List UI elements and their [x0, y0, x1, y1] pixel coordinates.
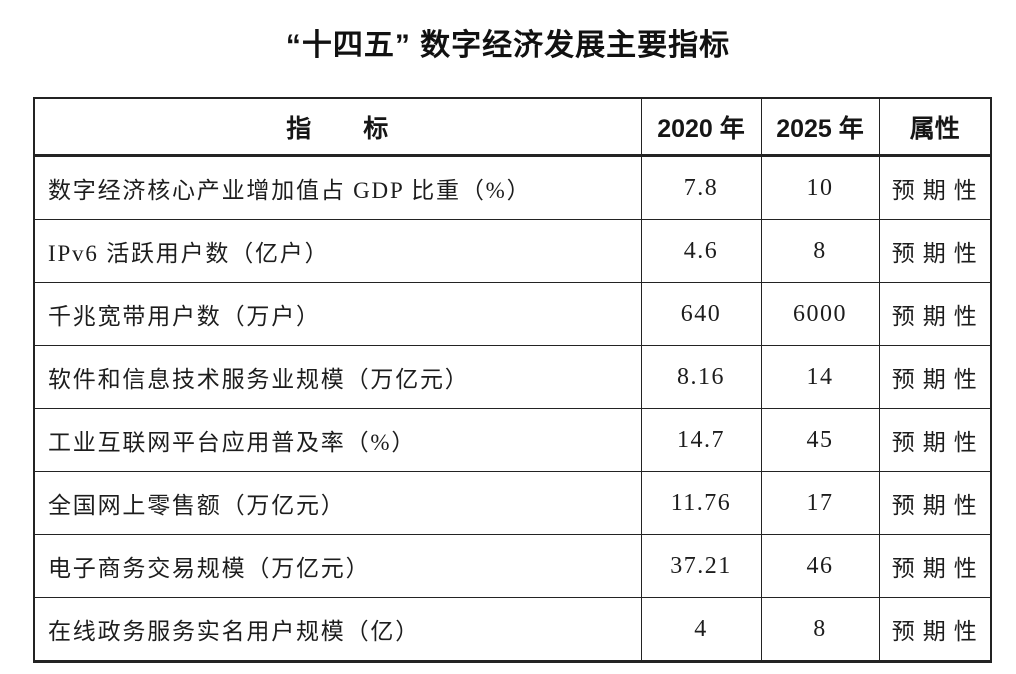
value-2020-cell: 4: [640, 597, 762, 662]
indicators-table: 指标 2020 年 2025 年 属性 数字经济核心产业增加值占 GDP 比重（…: [33, 97, 992, 663]
table-row: 在线政务服务实名用户规模（亿） 4 8 预期性: [33, 597, 992, 662]
attribute-cell: 预期性: [878, 282, 992, 346]
value-2025-cell: 14: [760, 345, 880, 409]
indicator-cell: 全国网上零售额（万亿元）: [33, 471, 642, 535]
value-2025-cell: 46: [760, 534, 880, 598]
attribute-cell: 预期性: [878, 155, 992, 220]
value-2020-cell: 7.8: [640, 155, 762, 220]
indicator-cell: 软件和信息技术服务业规模（万亿元）: [33, 345, 642, 409]
table-row: 电子商务交易规模（万亿元） 37.21 46 预期性: [33, 534, 992, 598]
column-header-indicator: 指标: [33, 97, 642, 157]
table-row: 软件和信息技术服务业规模（万亿元） 8.16 14 预期性: [33, 345, 992, 409]
value-2020-cell: 37.21: [640, 534, 762, 598]
attribute-cell: 预期性: [878, 597, 992, 662]
attribute-cell: 预期性: [878, 219, 992, 283]
attribute-cell: 预期性: [878, 471, 992, 535]
value-2025-cell: 8: [760, 219, 880, 283]
value-2025-cell: 6000: [760, 282, 880, 346]
indicator-cell: 工业互联网平台应用普及率（%）: [33, 408, 642, 472]
attribute-cell: 预期性: [878, 408, 992, 472]
value-2020-cell: 14.7: [640, 408, 762, 472]
value-2025-cell: 8: [760, 597, 880, 662]
value-2025-cell: 45: [760, 408, 880, 472]
value-2025-cell: 17: [760, 471, 880, 535]
column-header-2025: 2025 年: [760, 97, 880, 157]
table-row: IPv6 活跃用户数（亿户） 4.6 8 预期性: [33, 219, 992, 283]
value-2020-cell: 8.16: [640, 345, 762, 409]
indicator-cell: 电子商务交易规模（万亿元）: [33, 534, 642, 598]
indicator-cell: 数字经济核心产业增加值占 GDP 比重（%）: [33, 155, 642, 220]
indicator-cell: 在线政务服务实名用户规模（亿）: [33, 597, 642, 662]
attribute-cell: 预期性: [878, 345, 992, 409]
table-header-row: 指标 2020 年 2025 年 属性: [33, 97, 992, 157]
table-row: 数字经济核心产业增加值占 GDP 比重（%） 7.8 10 预期性: [33, 155, 992, 220]
column-header-attribute: 属性: [878, 97, 992, 157]
indicator-cell: 千兆宽带用户数（万户）: [33, 282, 642, 346]
value-2025-cell: 10: [760, 155, 880, 220]
value-2020-cell: 4.6: [640, 219, 762, 283]
attribute-cell: 预期性: [878, 534, 992, 598]
table-row: 千兆宽带用户数（万户） 640 6000 预期性: [33, 282, 992, 346]
value-2020-cell: 11.76: [640, 471, 762, 535]
value-2020-cell: 640: [640, 282, 762, 346]
table-row: 全国网上零售额（万亿元） 11.76 17 预期性: [33, 471, 992, 535]
indicator-cell: IPv6 活跃用户数（亿户）: [33, 219, 642, 283]
page-title: “十四五” 数字经济发展主要指标: [285, 29, 731, 62]
table-row: 工业互联网平台应用普及率（%） 14.7 45 预期性: [33, 408, 992, 472]
column-header-2020: 2020 年: [640, 97, 762, 157]
